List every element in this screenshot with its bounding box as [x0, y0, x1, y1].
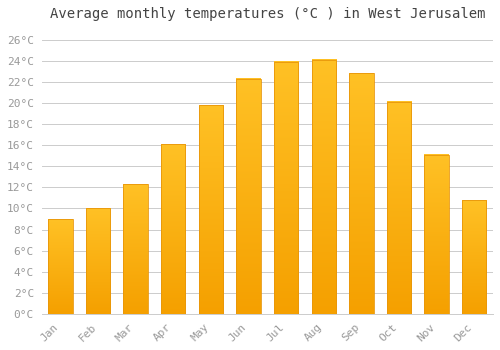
Bar [161, 144, 186, 314]
Bar [387, 102, 411, 314]
Bar [349, 74, 374, 314]
Bar [424, 155, 449, 314]
Bar [124, 184, 148, 314]
Bar [236, 79, 260, 314]
Title: Average monthly temperatures (°C ) in West Jerusalem: Average monthly temperatures (°C ) in We… [50, 7, 485, 21]
Bar [198, 105, 223, 314]
Bar [86, 209, 110, 314]
Bar [48, 219, 72, 314]
Bar [312, 60, 336, 314]
Bar [274, 62, 298, 314]
Bar [462, 200, 486, 314]
